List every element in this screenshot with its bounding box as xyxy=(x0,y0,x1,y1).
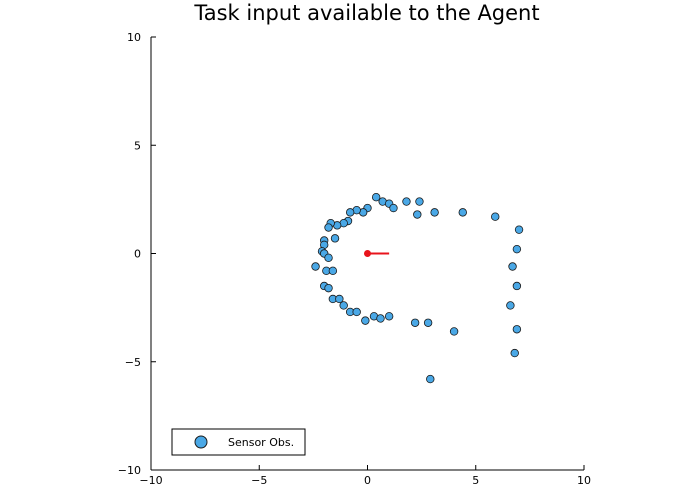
agent-layer xyxy=(364,250,390,257)
y-tick-label: 0 xyxy=(134,248,141,261)
sensor-obs-point xyxy=(324,223,333,232)
legend: Sensor Obs. xyxy=(171,428,306,456)
sensor-obs-point xyxy=(384,312,394,321)
sensor-obs-point xyxy=(324,283,333,293)
sensor-obs-point xyxy=(371,193,381,202)
sensor-obs-point xyxy=(491,212,500,221)
x-tick-label: 5 xyxy=(472,474,479,487)
x-tick-label: 10 xyxy=(577,474,591,487)
sensor-obs-point xyxy=(430,208,439,217)
chart-title: Task input available to the Agent xyxy=(193,1,539,25)
y-tick-label: 10 xyxy=(127,31,141,44)
sensor-obs-point xyxy=(402,197,411,206)
sensor-obs-point xyxy=(345,208,355,217)
y-tick-label: −5 xyxy=(125,356,141,369)
sensor-obs-point xyxy=(339,301,348,310)
agent-position-marker xyxy=(364,250,371,257)
sensor-obs-point xyxy=(328,266,338,276)
sensor-obs-point xyxy=(423,318,433,327)
x-tick-label: 0 xyxy=(364,474,371,487)
sensor-obs-point xyxy=(376,314,385,323)
sensor-obs-point xyxy=(506,301,515,310)
sensor-obs-point xyxy=(324,253,333,263)
sensor-obs-point xyxy=(514,225,524,234)
axes: −10 −5 0 5 10 −10 −5 0 5 10 xyxy=(118,31,591,487)
sensor-obs-point xyxy=(512,325,522,334)
sensor-obs-point xyxy=(352,307,361,317)
legend-label: Sensor Obs. xyxy=(228,436,294,449)
legend-box xyxy=(171,428,306,456)
legend-marker xyxy=(194,435,208,449)
sensor-obs-point xyxy=(415,197,424,206)
x-tick-label: −10 xyxy=(139,474,162,487)
sensor-obs-point xyxy=(449,327,459,336)
sensor-obs-point xyxy=(330,234,340,243)
data-points xyxy=(311,193,524,384)
sensor-obs-point xyxy=(311,262,320,271)
sensor-obs-point xyxy=(512,244,522,254)
x-tick-label: −5 xyxy=(251,474,267,487)
y-tick-label: 5 xyxy=(134,139,141,152)
sensor-obs-point xyxy=(413,210,422,219)
y-tick-label: −10 xyxy=(118,464,141,477)
sensor-obs-point xyxy=(389,203,398,213)
sensor-obs-point xyxy=(426,374,435,384)
sensor-obs-point xyxy=(410,318,420,327)
sensor-obs-point xyxy=(335,294,344,304)
sensor-obs-point xyxy=(361,316,370,325)
sensor-obs-point xyxy=(508,262,517,271)
sensor-obs-point xyxy=(510,348,519,358)
sensor-obs-point xyxy=(512,281,522,291)
sensor-obs-point xyxy=(458,208,467,217)
